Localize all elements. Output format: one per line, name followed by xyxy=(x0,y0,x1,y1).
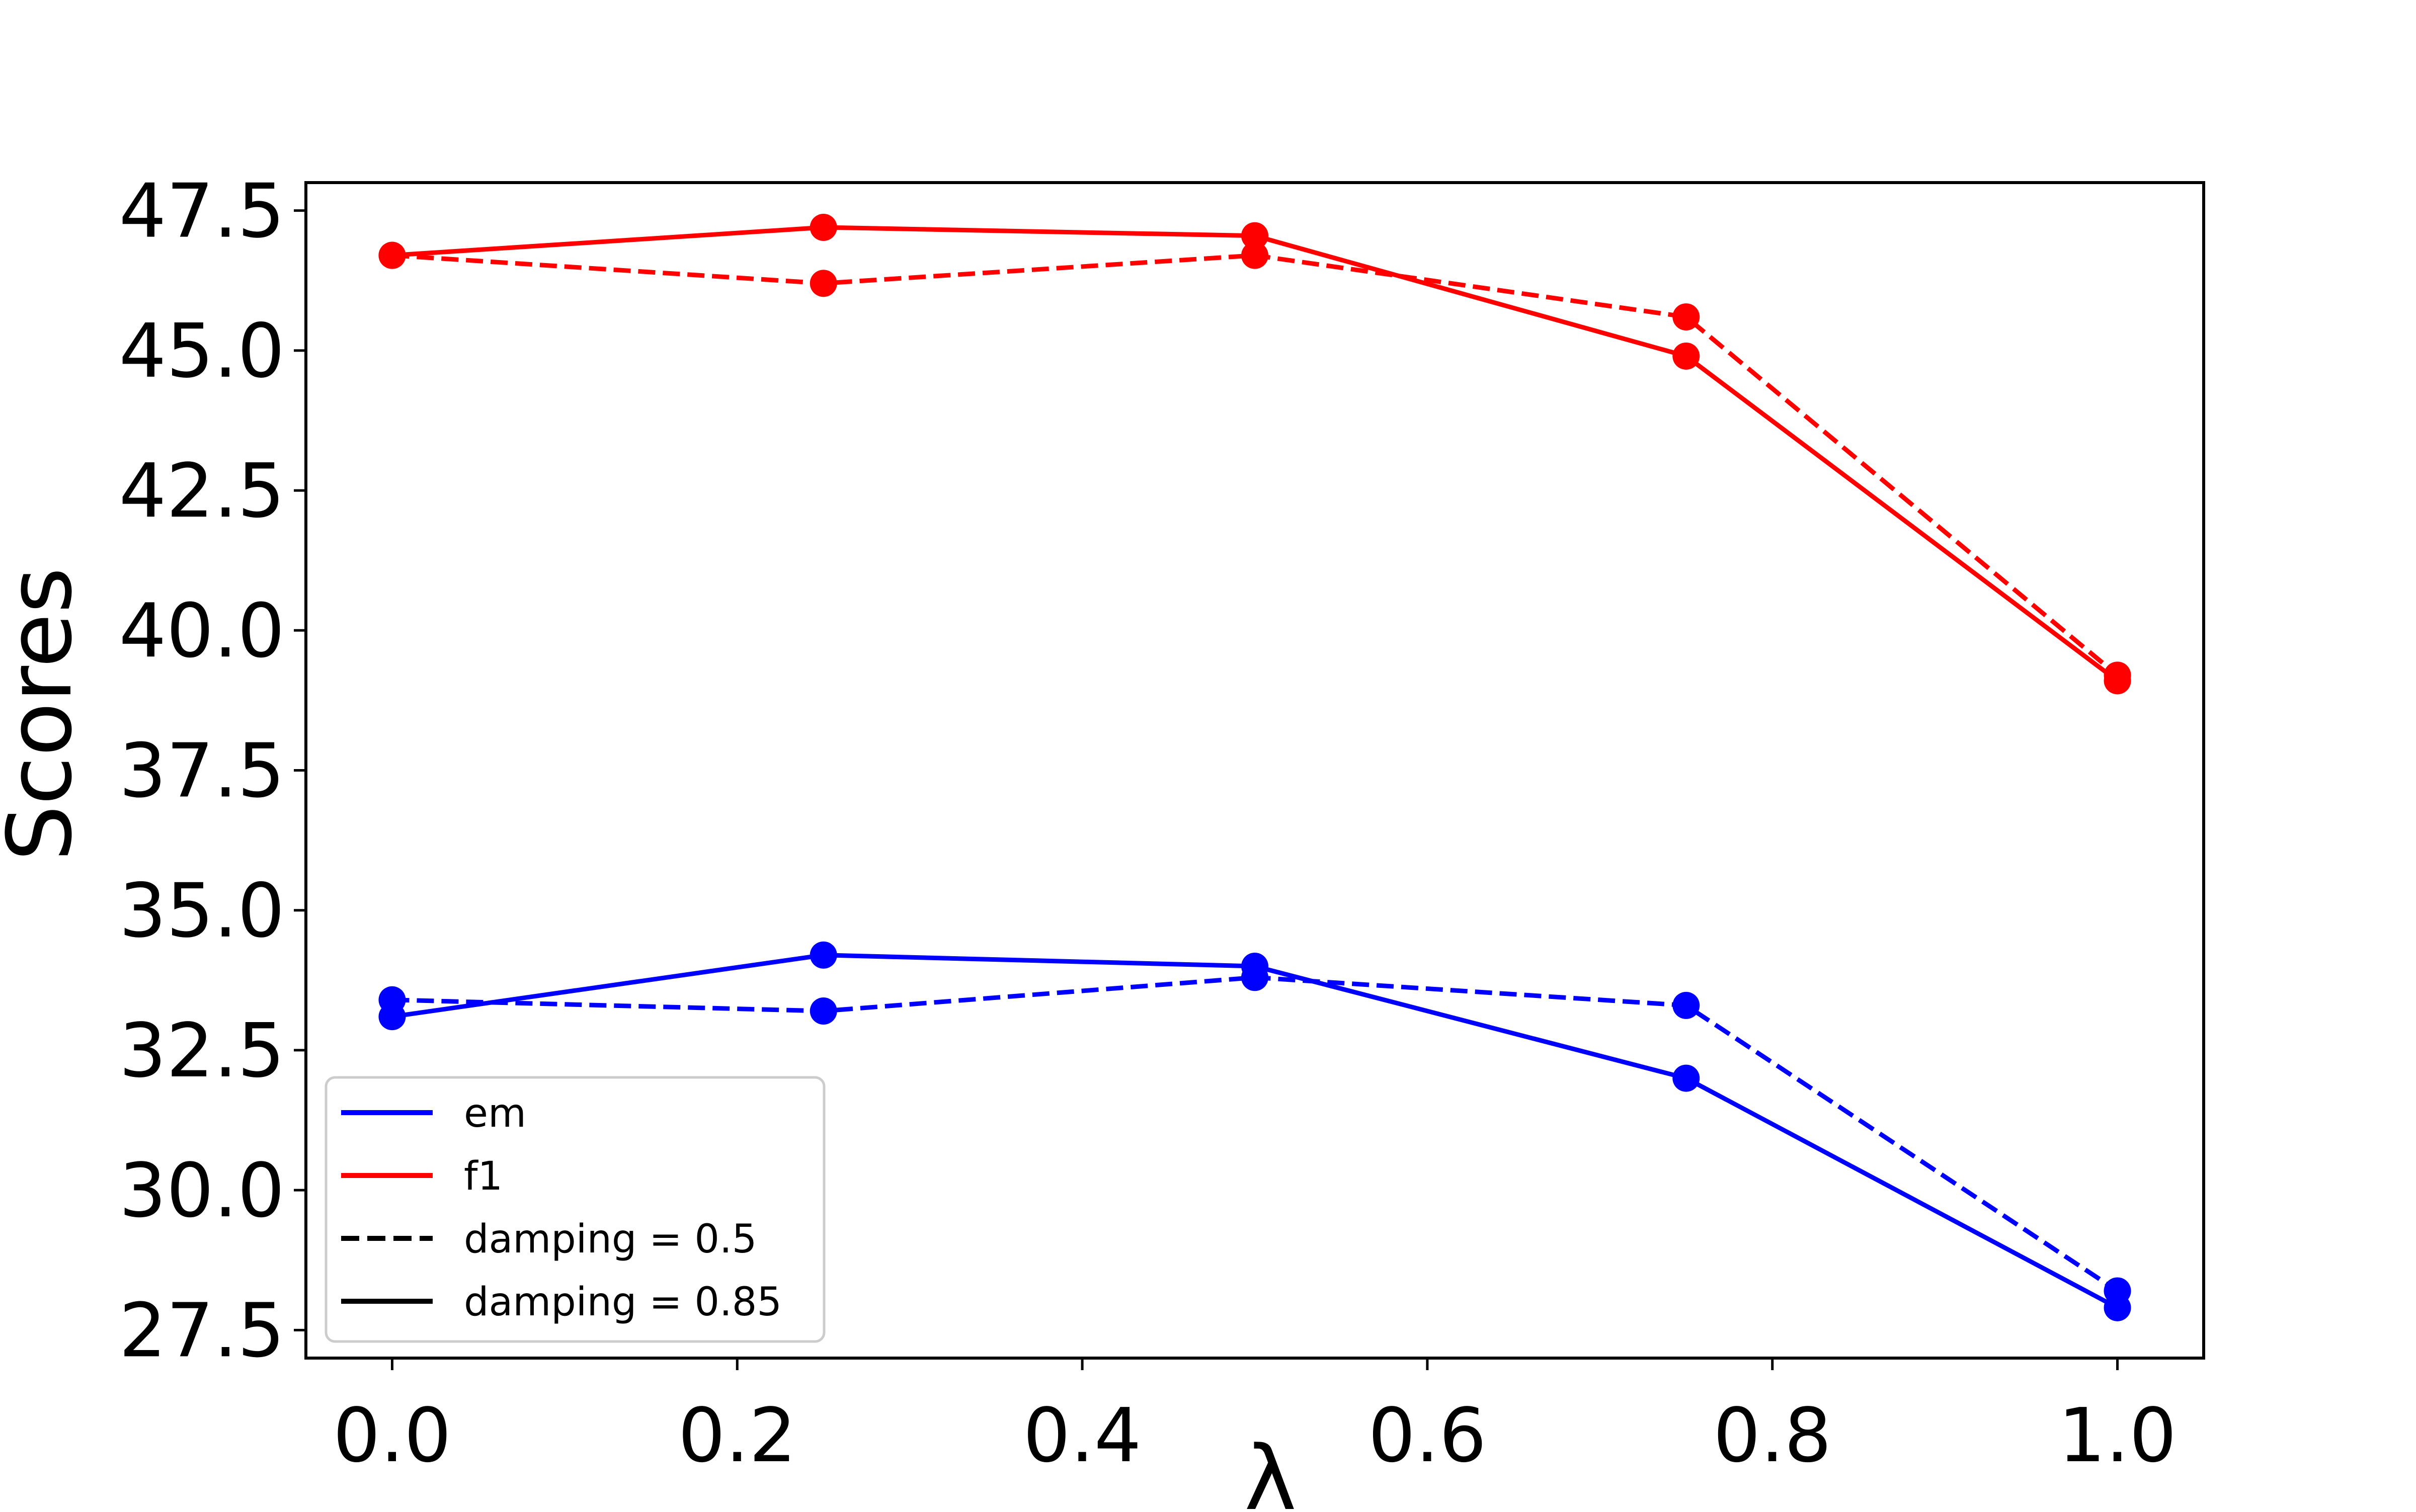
x-tick-label: 0.6 xyxy=(1368,1392,1486,1479)
y-tick-label: 32.5 xyxy=(119,1007,285,1094)
data-point xyxy=(1672,1064,1700,1092)
data-point xyxy=(810,214,837,241)
y-axis-ticks: 27.5 30.0 32.5 35.0 37.5 40.0 42.5 45.0 47.5 xyxy=(119,168,306,1374)
data-point xyxy=(1672,991,1700,1019)
legend: em f1 damping = 0.5 damping = 0.85 xyxy=(325,1076,826,1343)
y-tick-label: 40.0 xyxy=(119,587,285,674)
y-tick-label: 30.0 xyxy=(119,1147,285,1234)
y-tick-label: 45.0 xyxy=(119,308,285,394)
legend-entries: em f1 damping = 0.5 damping = 0.85 xyxy=(341,1091,782,1325)
x-tick-label: 0.4 xyxy=(1023,1392,1141,1479)
legend-label-2: damping = 0.5 xyxy=(464,1217,757,1262)
x-tick-label: 0.8 xyxy=(1713,1392,1831,1479)
data-point xyxy=(1672,342,1700,370)
data-point xyxy=(810,270,837,297)
data-point xyxy=(810,941,837,969)
y-axis-label: Scores xyxy=(0,567,92,862)
data-point xyxy=(1672,303,1700,331)
legend-label-1: f1 xyxy=(464,1154,503,1199)
data-point xyxy=(378,1003,406,1031)
x-tick-label: 1.0 xyxy=(2058,1392,2177,1479)
y-tick-label: 47.5 xyxy=(119,168,285,255)
data-point xyxy=(2104,667,2131,695)
x-tick-label: 0.0 xyxy=(333,1392,451,1479)
y-tick-label: 42.5 xyxy=(119,448,285,534)
y-tick-label: 27.5 xyxy=(119,1287,285,1374)
data-point xyxy=(1241,222,1268,249)
data-point xyxy=(1241,953,1268,980)
series-layer xyxy=(378,214,2131,1321)
y-tick-label: 35.0 xyxy=(119,868,285,954)
x-axis-label: λ xyxy=(1244,1427,1297,1509)
legend-label-3: damping = 0.85 xyxy=(464,1280,782,1325)
data-point xyxy=(2104,1294,2131,1321)
y-tick-label: 37.5 xyxy=(119,728,285,814)
data-point xyxy=(378,241,406,269)
legend-label-0: em xyxy=(464,1091,526,1136)
legend-box xyxy=(325,1076,826,1343)
data-point xyxy=(810,997,837,1025)
x-tick-label: 0.2 xyxy=(678,1392,796,1479)
data-point xyxy=(1241,241,1268,269)
x-axis-ticks: 0.0 0.2 0.4 0.6 0.8 1.0 xyxy=(333,1358,2177,1479)
